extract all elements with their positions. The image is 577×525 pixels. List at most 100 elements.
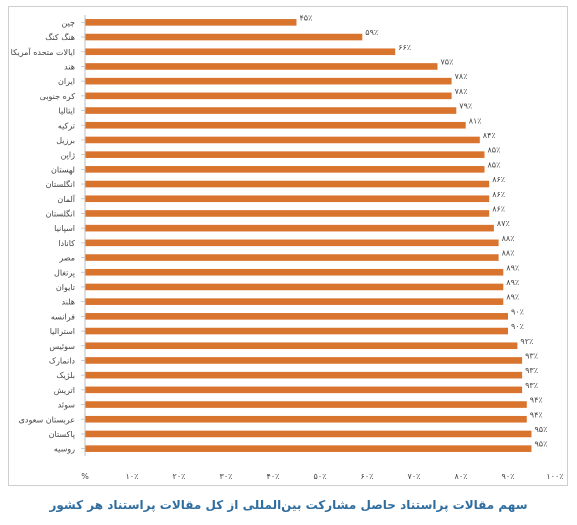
value-label: ۹۲٪ <box>520 337 533 346</box>
category-label: بلژیک <box>56 371 75 380</box>
category-label: ایتالیا <box>58 107 75 116</box>
category-label: استرالیا <box>50 327 75 336</box>
value-label: ۷۹٪ <box>459 102 472 111</box>
category-label: انگلستان <box>46 208 75 218</box>
x-tick-label: % <box>81 472 89 481</box>
bar <box>85 121 466 129</box>
x-tick-label: ۹۰٪ <box>502 472 515 481</box>
category-label: ایران <box>58 77 75 86</box>
value-label: ۹۳٪ <box>525 366 538 375</box>
bar <box>85 283 504 291</box>
value-label: ۴۵٪ <box>300 13 313 22</box>
bar <box>85 298 504 305</box>
category-label: عربستان سعودی <box>19 415 75 424</box>
category-label: سوئد <box>58 401 76 410</box>
category-label: پرتغال <box>54 268 75 277</box>
bar <box>85 210 490 217</box>
value-label: ۸۶٪ <box>492 204 505 213</box>
category-label: اسپانیا <box>54 224 75 233</box>
value-label: ۸۸٪ <box>502 249 515 258</box>
bar <box>85 342 518 350</box>
bar <box>85 33 363 41</box>
category-label: فرانسه <box>51 312 75 321</box>
category-label: ترکیه <box>58 121 75 130</box>
chart-caption: سهم مقالات پراستناد حاصل مشارکت بین‌المل… <box>49 498 528 512</box>
value-label: ۷۸٪ <box>455 72 468 81</box>
value-label: ۹۵٪ <box>535 425 548 434</box>
bar <box>85 107 457 114</box>
value-label: ۸۱٪ <box>469 116 482 125</box>
bar <box>85 48 396 56</box>
category-label: پاکستان <box>49 430 75 439</box>
x-tick-label: ۷۰٪ <box>408 472 421 481</box>
bar <box>85 430 532 438</box>
category-label: هنگ کنگ <box>45 32 75 42</box>
value-label: ۹۰٪ <box>511 307 524 316</box>
x-tick-label: ۲۰٪ <box>173 472 186 481</box>
x-tick-label: ۴۰٪ <box>267 472 280 481</box>
category-label: مصر <box>58 254 75 263</box>
value-label: ۸۶٪ <box>492 190 505 199</box>
category-label: چین <box>62 18 76 27</box>
category-label: تایوان <box>56 283 75 292</box>
bar <box>85 254 499 261</box>
bar <box>85 136 480 144</box>
value-label: ۹۴٪ <box>530 396 543 405</box>
bar <box>85 195 490 203</box>
x-tick-label: ۵۰٪ <box>314 472 327 481</box>
bar <box>85 151 485 158</box>
value-label: ۷۵٪ <box>441 57 454 66</box>
bar <box>85 371 523 379</box>
x-tick-label: ۱۰۰٪ <box>546 472 563 481</box>
bar <box>85 268 504 276</box>
category-label: سوئیس <box>49 342 75 351</box>
value-label: ۸۹٪ <box>506 278 519 287</box>
category-label: هلند <box>62 298 75 307</box>
bar <box>85 239 499 247</box>
category-label: ژاپن <box>61 151 76 160</box>
x-tick-label: ۱۰٪ <box>126 472 139 481</box>
value-label: ۸۹٪ <box>506 293 519 302</box>
value-label: ۹۰٪ <box>511 322 524 331</box>
bar <box>85 327 508 335</box>
bar <box>85 180 490 188</box>
bar <box>85 357 523 364</box>
category-label: انگلستان <box>46 179 75 189</box>
category-label: کانادا <box>58 239 75 248</box>
category-label: کره جنوبی <box>40 92 76 101</box>
category-label: هند <box>64 62 75 71</box>
bar <box>85 166 485 173</box>
category-label: ایالات متحده آمریکا <box>11 47 75 57</box>
x-tick-label: ۸۰٪ <box>455 472 468 481</box>
bar <box>85 445 532 452</box>
value-label: ۸۸٪ <box>502 234 515 243</box>
value-label: ۸۴٪ <box>483 131 496 140</box>
value-label: ۹۴٪ <box>530 410 543 419</box>
value-label: ۸۶٪ <box>492 175 505 184</box>
bar <box>85 19 297 26</box>
value-label: ۹۳٪ <box>525 351 538 360</box>
bar <box>85 313 508 320</box>
value-label: ۹۳٪ <box>525 381 538 390</box>
bar <box>85 401 527 408</box>
value-label: ۷۸٪ <box>455 87 468 96</box>
category-label: آلمان <box>57 194 75 204</box>
bar <box>85 224 494 232</box>
value-label: ۸۵٪ <box>488 146 501 155</box>
bar <box>85 386 523 394</box>
value-label: ۵۹٪ <box>365 28 378 37</box>
category-label: دانمارک <box>49 356 76 365</box>
category-label: روسیه <box>54 445 75 454</box>
bar <box>85 77 452 85</box>
value-label: ۸۹٪ <box>506 263 519 272</box>
bar <box>85 92 452 100</box>
category-label: اتریش <box>54 386 75 395</box>
bar-chart: چین ۴۵٪ هنگ کنگ ۵۹٪ ایالات متحده آمریکا ۶۶٪ هن… <box>11 13 564 481</box>
value-label: ۹۵٪ <box>535 440 548 449</box>
value-label: ۸۵٪ <box>488 160 501 169</box>
x-tick-label: ۶۰٪ <box>361 472 374 481</box>
bar <box>85 63 438 70</box>
bar <box>85 415 527 423</box>
category-label: برزیل <box>56 136 75 145</box>
x-tick-label: ۳۰٪ <box>220 472 233 481</box>
